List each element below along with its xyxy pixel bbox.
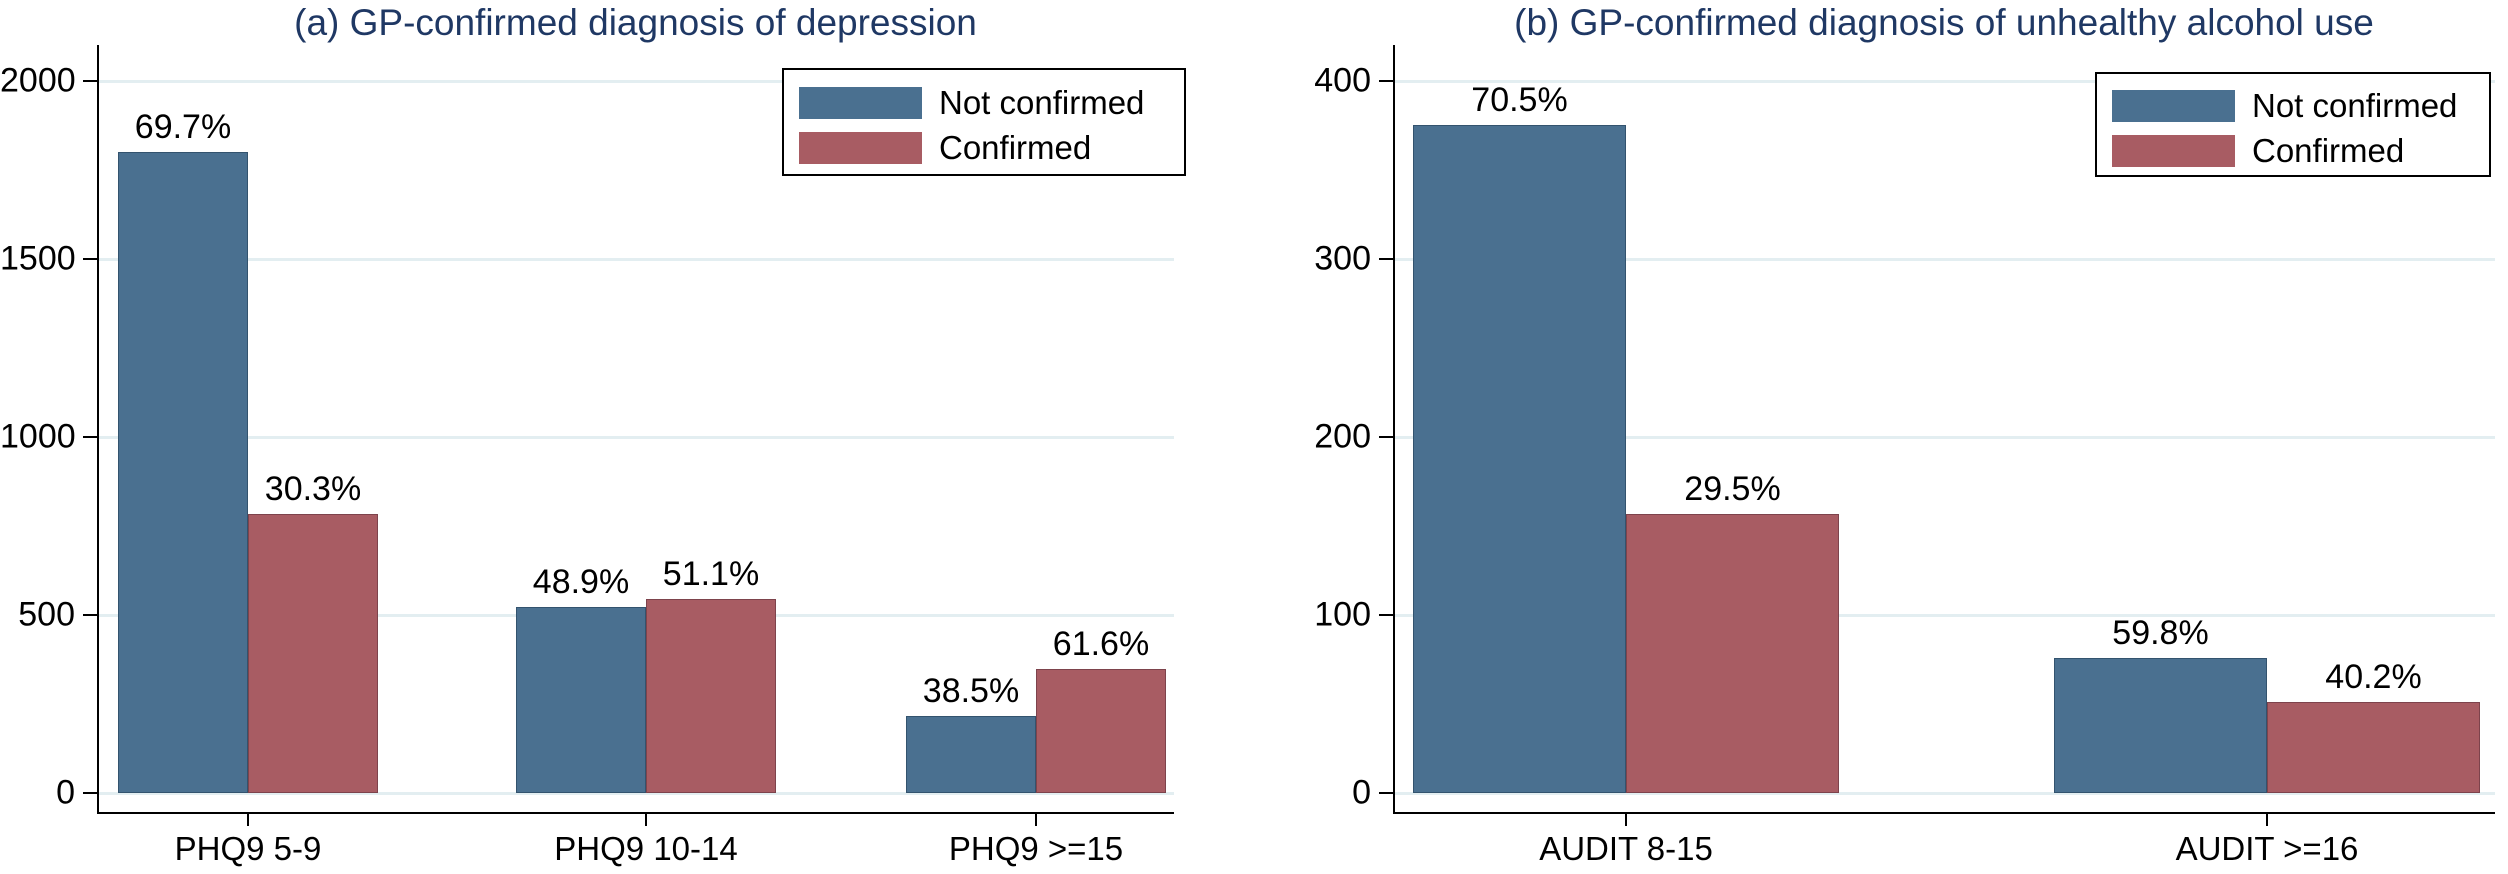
- x-axis-tick: [247, 812, 249, 826]
- x-axis-tick: [1035, 812, 1037, 826]
- y-gridline: [97, 792, 1174, 795]
- y-axis-tick: [83, 80, 97, 82]
- bar-percentage-label: 61.6%: [1052, 625, 1150, 663]
- y-gridline: [1393, 614, 2495, 617]
- x-axis-category-label: PHQ9 10-14: [554, 830, 738, 867]
- y-gridline: [1393, 258, 2495, 261]
- panel-a-title: (a) GP-confirmed diagnosis of depression: [294, 2, 977, 43]
- y-gridline: [97, 80, 1174, 83]
- bar-percentage-label: 70.5%: [1471, 81, 1568, 119]
- legend-swatch-not_confirmed: [2112, 90, 2235, 122]
- legend-label: Not confirmed: [939, 84, 1145, 121]
- bar-not_confirmed: [2054, 658, 2267, 793]
- panel-a-depression: (a) GP-confirmed diagnosis of depression…: [0, 2, 1186, 867]
- legend-swatch-confirmed: [2112, 135, 2235, 167]
- x-axis-category-label: PHQ9 >=15: [948, 830, 1124, 867]
- y-gridline: [1393, 792, 2495, 795]
- bar-percentage-label: 29.5%: [1684, 470, 1781, 508]
- x-axis-tick: [2266, 812, 2268, 826]
- y-axis-tick: [83, 792, 97, 794]
- bar-percentage-label: 38.5%: [922, 672, 1020, 710]
- bar-percentage-label: 30.3%: [264, 470, 362, 508]
- y-axis-tick: [1379, 614, 1393, 616]
- y-axis-tick: [1379, 258, 1393, 260]
- bar-confirmed: [2267, 702, 2480, 793]
- bar-not_confirmed: [906, 716, 1036, 793]
- bar-confirmed: [248, 514, 378, 793]
- y-gridline: [97, 258, 1174, 261]
- x-axis-tick: [645, 812, 647, 826]
- legend-label: Not confirmed: [2252, 87, 2458, 124]
- legend-box: Not confirmed Confirmed: [782, 68, 1186, 176]
- y-axis-tick: [83, 614, 97, 616]
- y-axis-tick-label: 100: [1314, 595, 1371, 634]
- y-axis-tick-label: 2000: [0, 61, 76, 100]
- legend-label: Confirmed: [939, 129, 1092, 166]
- x-axis-category-label: AUDIT 8-15: [1539, 830, 1713, 867]
- y-axis-line: [97, 45, 99, 814]
- y-axis-line: [1393, 45, 1395, 814]
- y-axis-tick-label: 1500: [0, 239, 76, 278]
- x-axis-line: [97, 812, 1174, 814]
- x-axis-line: [1393, 812, 2495, 814]
- y-axis-tick: [1379, 792, 1393, 794]
- x-axis-category-label: AUDIT >=16: [2175, 830, 2359, 867]
- legend-label: Confirmed: [2252, 132, 2405, 169]
- bar-confirmed: [1626, 514, 1839, 793]
- bar-percentage-label: 59.8%: [2112, 614, 2209, 652]
- bar-not_confirmed: [118, 152, 248, 793]
- x-axis-tick: [1625, 812, 1627, 826]
- bar-percentage-label: 40.2%: [2325, 658, 2422, 696]
- y-axis-tick: [83, 436, 97, 438]
- y-axis-tick-label: 0: [1352, 773, 1371, 812]
- bar-not_confirmed: [1413, 125, 1626, 793]
- bar-confirmed: [1036, 669, 1166, 793]
- y-axis-tick-label: 500: [18, 595, 75, 634]
- y-axis-tick: [1379, 80, 1393, 82]
- y-axis-tick-label: 400: [1314, 61, 1371, 100]
- y-axis-tick-label: 200: [1314, 417, 1371, 456]
- y-gridline: [97, 436, 1174, 439]
- legend-box: Not confirmed Confirmed: [2095, 72, 2491, 177]
- legend-swatch-not_confirmed: [799, 87, 922, 119]
- y-gridline: [1393, 436, 2495, 439]
- bar-confirmed: [646, 599, 776, 793]
- y-gridline: [1393, 80, 2495, 83]
- bar-percentage-label: 48.9%: [532, 563, 630, 601]
- bar-percentage-label: 69.7%: [134, 108, 232, 146]
- y-axis-tick-label: 300: [1314, 239, 1371, 278]
- y-axis-tick-label: 1000: [0, 417, 76, 456]
- y-axis-tick-label: 0: [56, 773, 75, 812]
- legend-swatch-confirmed: [799, 132, 922, 164]
- x-axis-category-label: PHQ9 5-9: [174, 830, 322, 867]
- bar-not_confirmed: [516, 607, 646, 793]
- panel-b-title: (b) GP-confirmed diagnosis of unhealthy …: [1514, 2, 2374, 43]
- panel-b-alcohol: (b) GP-confirmed diagnosis of unhealthy …: [1260, 0, 2508, 874]
- y-axis-tick: [83, 258, 97, 260]
- bar-percentage-label: 51.1%: [662, 555, 760, 593]
- y-axis-tick: [1379, 436, 1393, 438]
